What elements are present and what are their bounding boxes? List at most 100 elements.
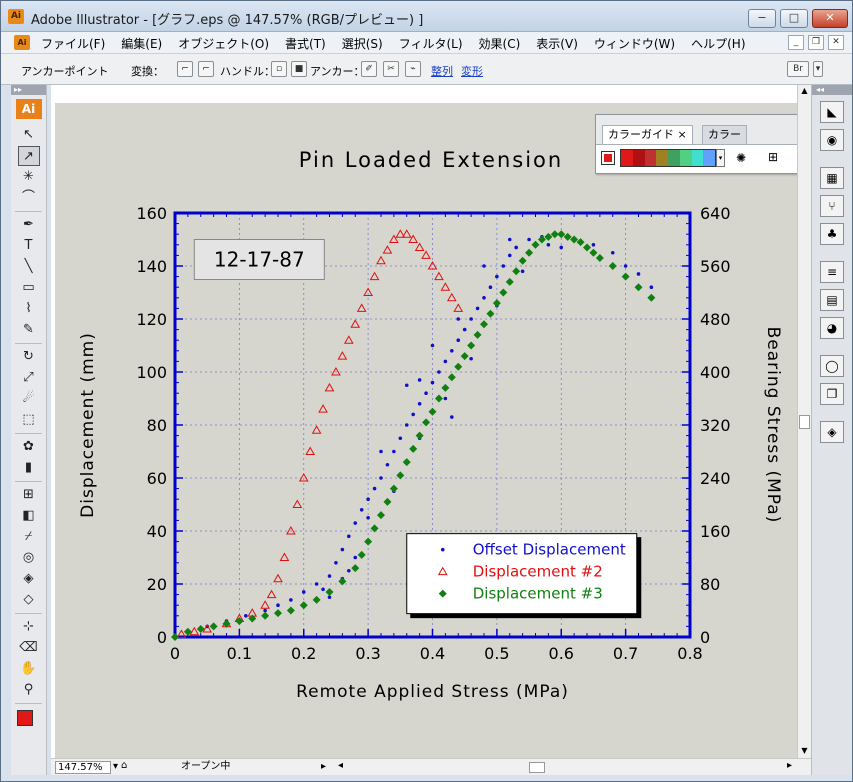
data-point <box>286 525 296 535</box>
tab-color[interactable]: カラー <box>702 125 747 144</box>
harmony-swatch[interactable] <box>668 150 680 166</box>
maximize-button[interactable]: □ <box>780 9 808 28</box>
harmony-swatch[interactable] <box>656 150 668 166</box>
tab-close-icon[interactable]: × <box>677 128 687 141</box>
blend-tool-icon[interactable]: ◎ <box>22 550 35 565</box>
vertical-scrollbar[interactable]: ▲ ▼ <box>797 85 811 758</box>
data-point <box>209 622 218 631</box>
color-panel-icon[interactable]: ◣ <box>820 101 844 123</box>
chart-figure[interactable]: Pin Loaded Extension 0 0.1 0.2 0.3 0.4 0.5 0.6… <box>51 85 797 758</box>
selection-tool-icon[interactable]: ↖ <box>23 127 34 142</box>
save-swatch-group-icon[interactable]: ⊞ <box>768 150 779 164</box>
horizontal-scroll-thumb[interactable] <box>529 762 545 773</box>
magic-wand-tool-icon[interactable]: ✳ <box>23 169 34 184</box>
bridge-icon[interactable]: Br <box>787 61 809 77</box>
convert-corner-icon[interactable]: ⌐ <box>177 61 193 77</box>
gradient-tool-icon[interactable]: ◧ <box>22 508 35 523</box>
scroll-thumb[interactable] <box>799 415 810 429</box>
transparency-icon[interactable]: ◕ <box>820 317 844 339</box>
eraser-tool-icon[interactable]: ⌫ <box>19 640 38 655</box>
menu-item[interactable]: 編集(E) <box>121 37 163 51</box>
edit-colors-icon[interactable]: ✺ <box>736 151 747 165</box>
color-guide-panel[interactable]: ✕ カラーガイド × カラー ▾ ✺ ⊞ <box>595 114 811 174</box>
doc-minimize-icon[interactable]: _ <box>788 35 804 50</box>
scroll-right-icon[interactable]: ▸ <box>787 760 793 771</box>
symbols-icon[interactable]: ♣ <box>820 223 844 245</box>
harmony-swatch[interactable] <box>644 150 657 166</box>
swatches-icon[interactable]: ▦ <box>820 167 844 189</box>
menu-item[interactable]: ファイル(F) <box>41 37 106 51</box>
color-guide-icon[interactable]: ◉ <box>820 129 844 151</box>
harmony-swatch-strip[interactable] <box>620 149 716 167</box>
data-point <box>372 486 377 491</box>
handle-hide-icon[interactable]: ■ <box>291 61 307 77</box>
menu-item[interactable]: フィルタ(L) <box>398 37 463 51</box>
symbol-sprayer-tool-icon[interactable]: ✿ <box>23 439 34 454</box>
scale-tool-icon[interactable]: ⤢ <box>23 370 34 385</box>
slice-tool-icon[interactable]: ⊹ <box>23 619 34 634</box>
appearance-icon[interactable]: ◯ <box>820 355 844 377</box>
harmony-dropdown-icon[interactable]: ▾ <box>716 149 725 167</box>
convert-smooth-icon[interactable]: ⌐ <box>198 61 214 77</box>
zoom-field[interactable]: 147.57% <box>55 761 111 774</box>
menu-item[interactable]: ヘルプ(H) <box>691 37 746 51</box>
harmony-swatch[interactable] <box>679 150 692 166</box>
stroke-icon[interactable]: ≡ <box>820 261 844 283</box>
graph-tool-icon[interactable]: ▮ <box>24 460 33 475</box>
rotate-tool-icon[interactable]: ↻ <box>23 349 34 364</box>
remove-anchor-icon[interactable]: ✐ <box>361 61 377 77</box>
doc-close-icon[interactable]: ✕ <box>828 35 844 50</box>
rectangle-tool-icon[interactable]: ▭ <box>22 280 35 295</box>
connect-icon[interactable]: ⌁ <box>405 61 421 77</box>
layers-icon[interactable]: ◈ <box>820 421 844 443</box>
menu-item[interactable]: 効果(C) <box>478 37 521 51</box>
panel-menu-icon[interactable]: ▾ <box>813 61 823 77</box>
document-window[interactable]: Pin Loaded Extension 0 0.1 0.2 0.3 0.4 0.5 0.6… <box>51 85 797 758</box>
menu-item[interactable]: 選択(S) <box>341 37 383 51</box>
base-color-swatch[interactable] <box>601 151 615 165</box>
graphic-styles-icon[interactable]: ❐ <box>820 383 844 405</box>
type-tool-icon[interactable]: T <box>24 238 33 253</box>
align-link[interactable]: 整列 <box>431 65 453 78</box>
minimize-button[interactable]: − <box>748 9 776 28</box>
close-button[interactable]: ✕ <box>812 9 848 28</box>
zoom-dropdown-icon[interactable]: ▾ <box>113 761 119 772</box>
pen-tool-icon[interactable]: ✒ <box>23 217 34 232</box>
harmony-swatch[interactable] <box>691 150 704 166</box>
menu-item[interactable]: 書式(T) <box>285 37 326 51</box>
mesh-tool-icon[interactable]: ⊞ <box>23 487 34 502</box>
direct-selection-tool-icon[interactable]: ↗ <box>17 146 40 166</box>
free-transform-tool-icon[interactable]: ⬚ <box>22 412 35 427</box>
doc-restore-icon[interactable]: ❐ <box>808 35 824 50</box>
warp-tool-icon[interactable]: ☄ <box>22 391 35 406</box>
cut-path-icon[interactable]: ✂ <box>383 61 399 77</box>
lasso-tool-icon[interactable]: ⌒ <box>21 190 35 205</box>
eyedropper-tool-icon[interactable]: ⌿ <box>24 529 33 544</box>
home-icon[interactable]: ⌂ <box>121 760 128 771</box>
brushes-icon[interactable]: ⑂ <box>820 195 844 217</box>
harmony-swatch[interactable] <box>703 150 715 166</box>
status-arrow-icon[interactable]: ▸ <box>321 761 327 772</box>
menu-item[interactable]: ウィンドウ(W) <box>593 37 676 51</box>
harmony-swatch[interactable] <box>632 150 645 166</box>
transform-link[interactable]: 変形 <box>461 65 483 78</box>
dock-collapse-icon[interactable]: ◂◂ <box>812 85 852 95</box>
tools-collapse-icon[interactable]: ▸▸ <box>11 85 46 95</box>
scroll-up-icon[interactable]: ▲ <box>801 86 808 95</box>
scroll-left-icon[interactable]: ◂ <box>338 760 344 771</box>
line-tool-icon[interactable]: ╲ <box>24 259 33 274</box>
menu-item[interactable]: 表示(V) <box>536 37 578 51</box>
live-paint-select-tool-icon[interactable]: ◇ <box>23 592 34 607</box>
live-paint-tool-icon[interactable]: ◈ <box>23 571 34 586</box>
zoom-tool-icon[interactable]: ⚲ <box>23 682 34 697</box>
tab-color-guide[interactable]: カラーガイド × <box>602 125 693 144</box>
harmony-swatch[interactable] <box>621 150 633 166</box>
gradient-icon[interactable]: ▤ <box>820 289 844 311</box>
hand-tool-icon[interactable]: ✋ <box>20 661 37 676</box>
menu-item[interactable]: オブジェクト(O) <box>178 37 270 51</box>
paintbrush-tool-icon[interactable]: ⌇ <box>25 301 32 316</box>
fill-color-swatch[interactable] <box>17 710 33 726</box>
handle-show-icon[interactable]: ▫ <box>271 61 287 77</box>
scroll-down-icon[interactable]: ▼ <box>801 746 808 755</box>
pencil-tool-icon[interactable]: ✎ <box>23 322 34 337</box>
